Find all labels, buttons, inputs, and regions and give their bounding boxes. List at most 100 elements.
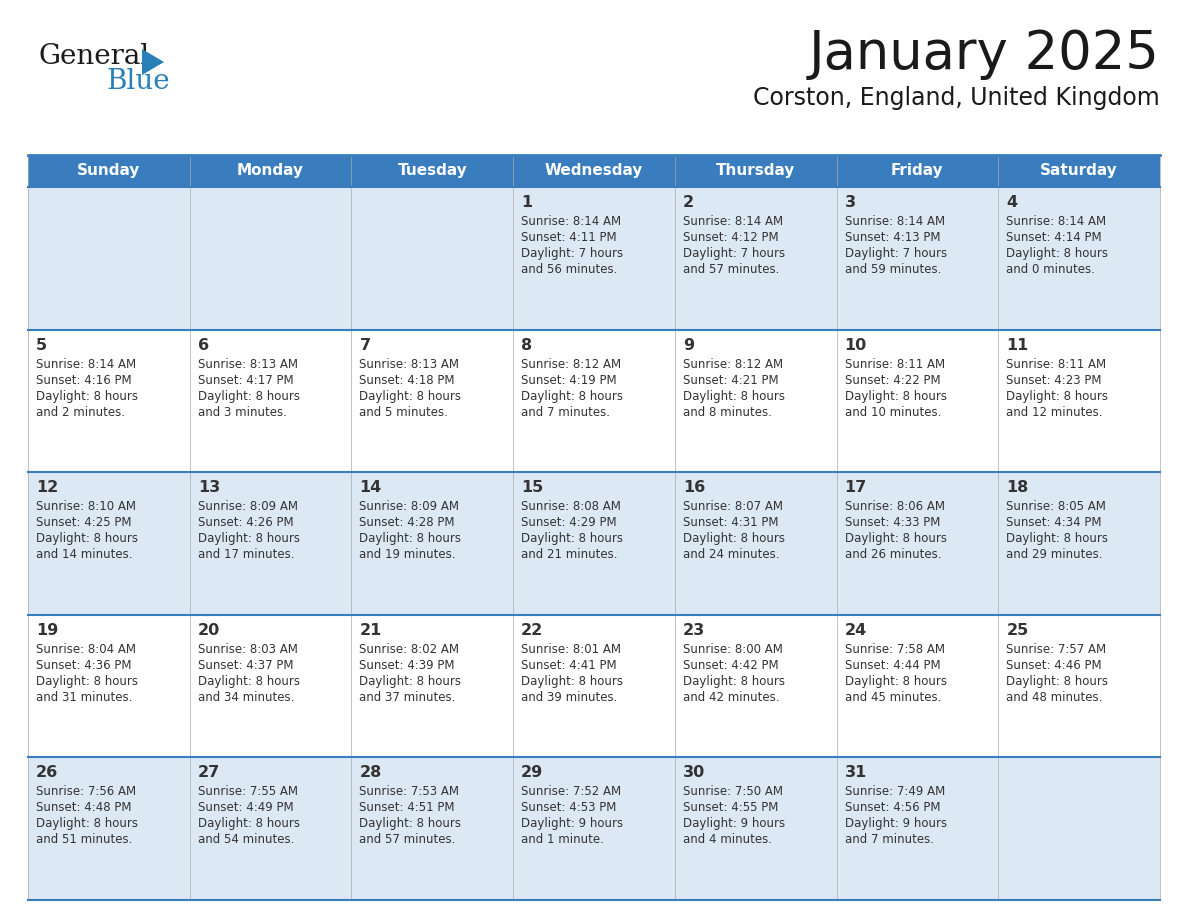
Text: Sunrise: 8:14 AM: Sunrise: 8:14 AM — [845, 215, 944, 228]
Bar — [998, 155, 1159, 187]
Polygon shape — [143, 49, 164, 75]
Text: Sunset: 4:14 PM: Sunset: 4:14 PM — [1006, 231, 1102, 244]
Text: and 0 minutes.: and 0 minutes. — [1006, 263, 1095, 276]
Text: and 8 minutes.: and 8 minutes. — [683, 406, 772, 419]
Bar — [675, 330, 836, 472]
Text: Sunrise: 8:00 AM: Sunrise: 8:00 AM — [683, 643, 783, 655]
Bar — [836, 757, 998, 900]
Text: Saturday: Saturday — [1041, 163, 1118, 178]
Bar — [352, 615, 513, 757]
Text: Sunrise: 8:03 AM: Sunrise: 8:03 AM — [197, 643, 297, 655]
Text: Daylight: 8 hours: Daylight: 8 hours — [683, 532, 785, 545]
Text: Daylight: 8 hours: Daylight: 8 hours — [36, 675, 138, 688]
Text: Daylight: 8 hours: Daylight: 8 hours — [845, 389, 947, 403]
Bar — [836, 615, 998, 757]
Text: Sunset: 4:44 PM: Sunset: 4:44 PM — [845, 659, 940, 672]
Text: and 26 minutes.: and 26 minutes. — [845, 548, 941, 561]
Text: Sunrise: 7:58 AM: Sunrise: 7:58 AM — [845, 643, 944, 655]
Bar — [998, 330, 1159, 472]
Bar — [998, 472, 1159, 615]
Text: Wednesday: Wednesday — [545, 163, 643, 178]
Text: Sunrise: 8:05 AM: Sunrise: 8:05 AM — [1006, 500, 1106, 513]
Text: 23: 23 — [683, 622, 706, 638]
Text: 17: 17 — [845, 480, 867, 495]
Text: and 1 minute.: and 1 minute. — [522, 834, 604, 846]
Bar — [352, 187, 513, 330]
Bar — [836, 472, 998, 615]
Text: 20: 20 — [197, 622, 220, 638]
Text: Daylight: 9 hours: Daylight: 9 hours — [522, 817, 624, 831]
Text: Sunset: 4:26 PM: Sunset: 4:26 PM — [197, 516, 293, 529]
Text: 28: 28 — [360, 766, 381, 780]
Text: and 2 minutes.: and 2 minutes. — [36, 406, 125, 419]
Text: 9: 9 — [683, 338, 694, 353]
Text: Sunrise: 7:55 AM: Sunrise: 7:55 AM — [197, 786, 298, 799]
Text: Sunset: 4:42 PM: Sunset: 4:42 PM — [683, 659, 778, 672]
Text: Sunday: Sunday — [77, 163, 140, 178]
Text: 5: 5 — [36, 338, 48, 353]
Text: Friday: Friday — [891, 163, 943, 178]
Bar — [29, 757, 190, 900]
Text: Sunrise: 8:14 AM: Sunrise: 8:14 AM — [522, 215, 621, 228]
Text: Corston, England, United Kingdom: Corston, England, United Kingdom — [753, 86, 1159, 110]
Bar — [29, 615, 190, 757]
Text: Sunset: 4:29 PM: Sunset: 4:29 PM — [522, 516, 617, 529]
Text: Sunrise: 8:14 AM: Sunrise: 8:14 AM — [1006, 215, 1106, 228]
Text: 8: 8 — [522, 338, 532, 353]
Text: Sunset: 4:37 PM: Sunset: 4:37 PM — [197, 659, 293, 672]
Text: and 7 minutes.: and 7 minutes. — [522, 406, 611, 419]
Text: Sunrise: 8:01 AM: Sunrise: 8:01 AM — [522, 643, 621, 655]
Text: Sunset: 4:53 PM: Sunset: 4:53 PM — [522, 801, 617, 814]
Text: Sunrise: 8:11 AM: Sunrise: 8:11 AM — [845, 358, 944, 371]
Text: Sunset: 4:16 PM: Sunset: 4:16 PM — [36, 374, 132, 386]
Text: Sunset: 4:28 PM: Sunset: 4:28 PM — [360, 516, 455, 529]
Bar — [836, 330, 998, 472]
Text: Sunrise: 7:49 AM: Sunrise: 7:49 AM — [845, 786, 944, 799]
Bar — [836, 155, 998, 187]
Text: Daylight: 8 hours: Daylight: 8 hours — [36, 532, 138, 545]
Text: Daylight: 8 hours: Daylight: 8 hours — [845, 675, 947, 688]
Text: 12: 12 — [36, 480, 58, 495]
Bar — [190, 187, 352, 330]
Bar — [29, 472, 190, 615]
Text: Sunset: 4:22 PM: Sunset: 4:22 PM — [845, 374, 940, 386]
Text: 26: 26 — [36, 766, 58, 780]
Text: 14: 14 — [360, 480, 381, 495]
Text: and 21 minutes.: and 21 minutes. — [522, 548, 618, 561]
Text: Sunrise: 7:50 AM: Sunrise: 7:50 AM — [683, 786, 783, 799]
Bar — [513, 615, 675, 757]
Text: Sunset: 4:17 PM: Sunset: 4:17 PM — [197, 374, 293, 386]
Text: 30: 30 — [683, 766, 706, 780]
Text: Sunset: 4:19 PM: Sunset: 4:19 PM — [522, 374, 617, 386]
Text: Sunrise: 8:13 AM: Sunrise: 8:13 AM — [197, 358, 298, 371]
Text: Daylight: 8 hours: Daylight: 8 hours — [197, 675, 299, 688]
Text: Daylight: 7 hours: Daylight: 7 hours — [522, 247, 624, 260]
Text: and 59 minutes.: and 59 minutes. — [845, 263, 941, 276]
Text: Daylight: 8 hours: Daylight: 8 hours — [360, 675, 461, 688]
Text: and 31 minutes.: and 31 minutes. — [36, 691, 132, 704]
Text: and 48 minutes.: and 48 minutes. — [1006, 691, 1102, 704]
Text: Sunrise: 7:53 AM: Sunrise: 7:53 AM — [360, 786, 460, 799]
Text: Daylight: 8 hours: Daylight: 8 hours — [36, 817, 138, 831]
Text: Sunrise: 8:10 AM: Sunrise: 8:10 AM — [36, 500, 135, 513]
Bar — [836, 187, 998, 330]
Text: 11: 11 — [1006, 338, 1029, 353]
Text: Sunrise: 8:12 AM: Sunrise: 8:12 AM — [683, 358, 783, 371]
Text: Daylight: 8 hours: Daylight: 8 hours — [197, 532, 299, 545]
Text: 2: 2 — [683, 195, 694, 210]
Bar — [513, 757, 675, 900]
Text: 24: 24 — [845, 622, 867, 638]
Text: Sunset: 4:36 PM: Sunset: 4:36 PM — [36, 659, 132, 672]
Text: and 10 minutes.: and 10 minutes. — [845, 406, 941, 419]
Text: Sunset: 4:23 PM: Sunset: 4:23 PM — [1006, 374, 1101, 386]
Bar — [998, 757, 1159, 900]
Text: Sunset: 4:11 PM: Sunset: 4:11 PM — [522, 231, 617, 244]
Text: and 17 minutes.: and 17 minutes. — [197, 548, 295, 561]
Text: Sunrise: 8:08 AM: Sunrise: 8:08 AM — [522, 500, 621, 513]
Text: 7: 7 — [360, 338, 371, 353]
Text: and 51 minutes.: and 51 minutes. — [36, 834, 132, 846]
Text: and 4 minutes.: and 4 minutes. — [683, 834, 772, 846]
Text: Daylight: 8 hours: Daylight: 8 hours — [522, 389, 624, 403]
Bar — [352, 757, 513, 900]
Text: Sunset: 4:46 PM: Sunset: 4:46 PM — [1006, 659, 1102, 672]
